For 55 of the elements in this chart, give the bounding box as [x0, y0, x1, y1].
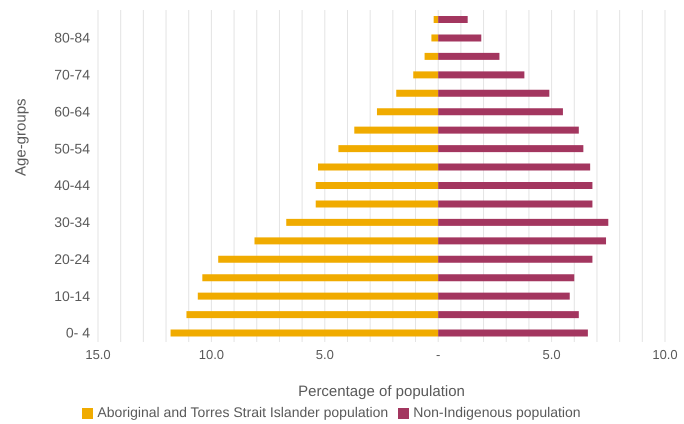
y-tick-label: 20-24	[54, 250, 90, 267]
y-tick-label: 50-54	[54, 140, 90, 156]
bar	[376, 108, 438, 116]
bar	[254, 237, 438, 244]
bar	[202, 274, 438, 282]
bar	[438, 52, 500, 60]
bar	[338, 145, 438, 152]
x-tick-label: 5.0	[316, 347, 334, 362]
y-tick-label: 30-34	[54, 214, 90, 230]
x-tick-label: 5.0	[542, 347, 561, 362]
bar	[438, 108, 563, 116]
bar	[438, 182, 592, 189]
x-tick-label: 10.0	[652, 347, 678, 362]
y-axis-title: Age-groups	[12, 98, 30, 176]
bar	[438, 311, 579, 318]
y-tick-label: 80-84	[54, 30, 90, 46]
bar	[434, 16, 438, 23]
legend-label: Aboriginal and Torres Strait Islander population	[97, 404, 388, 420]
x-tick-label: -	[436, 347, 440, 362]
bar	[316, 182, 438, 189]
bar	[438, 274, 574, 282]
bar	[431, 34, 438, 42]
bar	[198, 292, 438, 300]
bar	[396, 90, 438, 97]
x-axis-title: Percentage of population	[298, 383, 465, 400]
bar	[218, 256, 438, 263]
bar	[438, 292, 570, 300]
x-tick-label: 10.0	[198, 347, 224, 362]
y-tick-label: 70-74	[54, 66, 90, 83]
bar	[438, 200, 592, 208]
y-tick-label: 40-44	[54, 177, 90, 194]
bar	[438, 90, 550, 97]
bar	[438, 145, 584, 152]
y-tick-label: 60-64	[54, 103, 90, 120]
bar	[438, 126, 579, 134]
bar	[186, 311, 438, 318]
bar	[170, 330, 438, 337]
bar	[354, 126, 438, 134]
bar	[438, 330, 588, 337]
bar	[438, 16, 468, 23]
bar	[438, 237, 606, 244]
bar	[318, 164, 438, 171]
bar	[424, 52, 438, 60]
bar	[438, 71, 524, 78]
bar	[316, 200, 438, 208]
bar	[438, 164, 590, 171]
bar	[438, 218, 608, 226]
x-tick-label: 15.0	[85, 347, 111, 362]
legend-label: Non-Indigenous population	[413, 404, 581, 420]
bar	[438, 256, 592, 263]
bar	[413, 71, 438, 78]
bar	[438, 34, 482, 42]
y-tick-label: 10-14	[54, 288, 90, 304]
bar	[286, 218, 438, 226]
y-tick-label: 0- 4	[66, 324, 90, 341]
